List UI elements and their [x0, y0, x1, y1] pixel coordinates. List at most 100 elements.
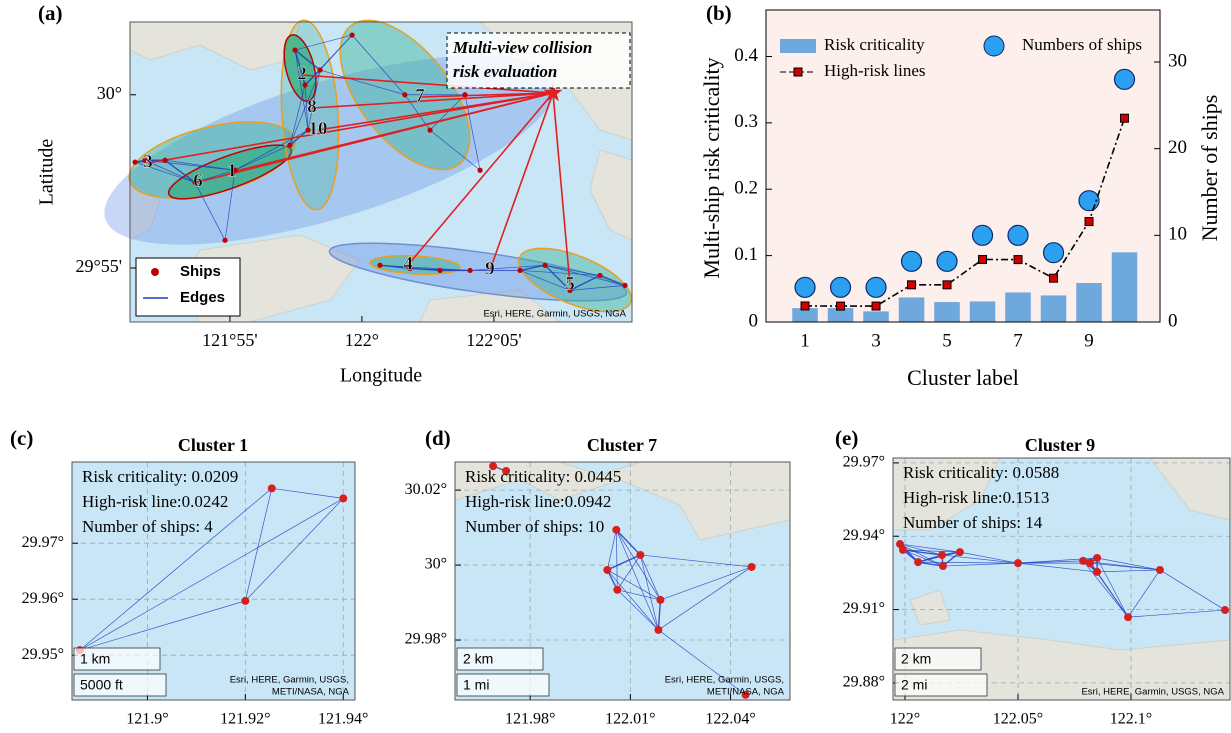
x-axis-label: Cluster label	[907, 365, 1019, 390]
y2-axis-label: Number of ships	[1197, 95, 1222, 242]
ship	[462, 92, 467, 97]
ship	[1156, 566, 1164, 574]
ship	[597, 273, 602, 278]
ship	[656, 596, 664, 604]
ship	[517, 268, 522, 273]
ship	[939, 562, 947, 570]
y-tick-label: 0.1	[734, 244, 758, 265]
y-tick-label: 29.97°	[843, 454, 885, 471]
x-tick-label: 122°05'	[466, 330, 521, 350]
scale-label: 2 km	[901, 651, 931, 667]
scale-label: 1 mi	[463, 677, 489, 693]
panel-label: (c)	[10, 426, 33, 450]
ship	[899, 546, 907, 554]
line-marker	[1085, 218, 1093, 226]
annotation: risk evaluation	[453, 62, 557, 81]
line-marker	[837, 302, 845, 310]
bar	[1112, 252, 1138, 322]
ship	[468, 268, 473, 273]
ship	[287, 142, 292, 147]
ship	[477, 168, 482, 173]
bar	[970, 301, 996, 322]
annotation: High-risk line:0.0242	[82, 492, 228, 511]
line-marker	[1050, 274, 1058, 282]
annotation: High-risk line:0.1513	[903, 488, 1049, 507]
ship	[603, 566, 611, 574]
cluster-label: 5	[565, 273, 575, 294]
scale-label: 5000 ft	[80, 677, 123, 693]
x-tick-label: 121.94°	[318, 711, 368, 728]
y2-tick-label: 0	[1168, 310, 1178, 331]
ship-count	[937, 251, 957, 271]
line-marker	[979, 255, 987, 263]
ship	[748, 563, 756, 571]
ship-count	[866, 277, 886, 297]
x-tick-label: 122.1°	[1110, 711, 1152, 728]
ship	[1093, 568, 1101, 576]
x-tick-label: 5	[942, 330, 952, 351]
annotation: High-risk line:0.0942	[465, 492, 611, 511]
bar	[899, 297, 925, 322]
panel-label: (a)	[38, 1, 63, 25]
ship	[292, 47, 297, 52]
ship	[636, 551, 644, 559]
x-tick-label: 7	[1013, 330, 1023, 351]
panel-title: Cluster 1	[178, 435, 248, 455]
scale-label: 1 km	[80, 651, 110, 667]
ship-count	[902, 251, 922, 271]
line-marker	[801, 302, 809, 310]
panel-label: (b)	[706, 1, 732, 25]
ship	[1079, 557, 1087, 565]
cluster-label: 2	[297, 63, 307, 84]
legend-swatch	[984, 36, 1004, 56]
x-tick-label: 121.9°	[126, 711, 168, 728]
line-marker	[943, 281, 951, 289]
ship-count	[831, 277, 851, 297]
ship-count	[1008, 225, 1028, 245]
panel-label: (d)	[425, 426, 451, 450]
ship	[317, 67, 322, 72]
legend-label: Numbers of ships	[1022, 35, 1142, 54]
x-tick-label: 122°	[890, 711, 920, 728]
bar	[1041, 295, 1067, 322]
x-tick-label: 9	[1084, 330, 1094, 351]
attribution: Esri, HERE, Garmin, USGS,	[665, 675, 784, 686]
ship	[339, 494, 347, 502]
ship	[241, 597, 249, 605]
line-marker	[1014, 256, 1022, 264]
ship	[437, 268, 442, 273]
y-tick-label: 29.97°	[22, 534, 64, 551]
annotation: Number of ships: 14	[903, 513, 1043, 532]
ship	[222, 238, 227, 243]
legend-label: High-risk lines	[824, 61, 926, 80]
annotation: Number of ships: 10	[465, 517, 604, 536]
ship	[1124, 613, 1132, 621]
x-tick-label: 121°55'	[202, 330, 257, 350]
y-tick-label: 30.02°	[405, 481, 447, 498]
annotation: Risk criticality: 0.0445	[465, 467, 621, 486]
attribution: METI/NASA, NGA	[272, 687, 350, 698]
y-tick-label: 0	[749, 310, 759, 331]
x-tick-label: 121.92°	[220, 711, 270, 728]
ship	[613, 586, 621, 594]
attribution: Esri, HERE, Garmin, USGS,	[230, 675, 349, 686]
ship	[162, 158, 167, 163]
annotation: Number of ships: 4	[82, 517, 213, 536]
scale-label: 2 km	[463, 651, 493, 667]
y-tick-label: 29.96°	[22, 590, 64, 607]
legend-ship	[151, 268, 159, 276]
scale-label: 2 mi	[901, 677, 927, 693]
cluster-label: 1	[227, 160, 237, 181]
ship	[542, 263, 547, 268]
ship	[377, 263, 382, 268]
bar	[863, 311, 889, 322]
legend-swatch	[794, 68, 802, 76]
ship-count	[795, 277, 815, 297]
y-tick-label: 29.91°	[843, 600, 885, 617]
x-tick-label: 121.98°	[505, 711, 555, 728]
y-tick-label: 30°	[425, 556, 447, 573]
attribution: Esri, HERE, Garmin, USGS, NGA	[483, 309, 626, 320]
cluster-label: 3	[143, 151, 153, 172]
ship	[132, 160, 137, 165]
ship	[402, 92, 407, 97]
